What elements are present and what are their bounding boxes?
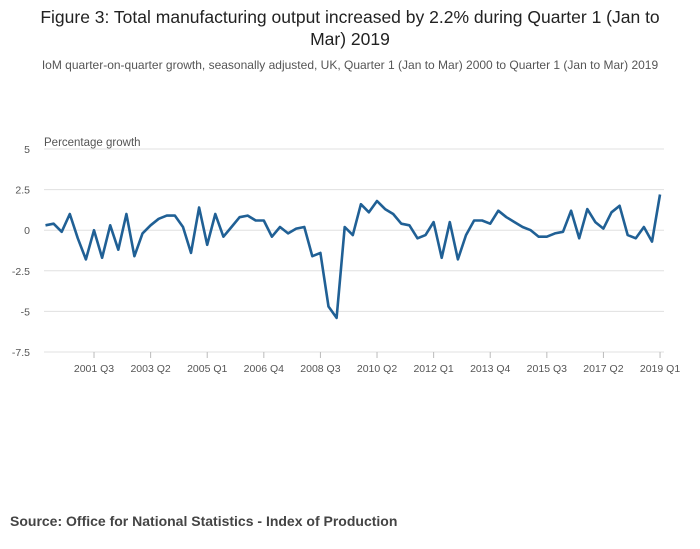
x-tick-label: 2003 Q2	[130, 363, 170, 375]
chart-subtitle: IoM quarter-on-quarter growth, seasonall…	[41, 58, 659, 72]
y-tick-label: 0	[24, 225, 30, 237]
x-tick-label: 2006 Q4	[244, 363, 284, 375]
x-tick-label: 2008 Q3	[300, 363, 340, 375]
x-tick-label: 2001 Q3	[74, 363, 114, 375]
series-line	[45, 194, 662, 320]
y-tick-label: 2.5	[15, 185, 30, 197]
x-tick-label: 2013 Q4	[470, 363, 510, 375]
x-tick-label: 2019 Q1	[640, 363, 680, 375]
y-tick-label: -2.5	[12, 266, 30, 278]
y-tick-label: -5	[21, 306, 30, 318]
source-note: Source: Office for National Statistics -…	[10, 513, 398, 529]
x-tick-label: 2012 Q1	[413, 363, 453, 375]
x-tick-label: 2010 Q2	[357, 363, 397, 375]
x-tick-label: 2005 Q1	[187, 363, 227, 375]
x-tick-label: 2017 Q2	[583, 363, 623, 375]
y-axis-label: Percentage growth	[44, 137, 141, 149]
chart-title: Figure 3: Total manufacturing output inc…	[40, 7, 660, 49]
y-tick-label: -7.5	[12, 347, 30, 359]
y-tick-label: 5	[24, 144, 30, 156]
x-tick-label: 2015 Q3	[527, 363, 567, 375]
